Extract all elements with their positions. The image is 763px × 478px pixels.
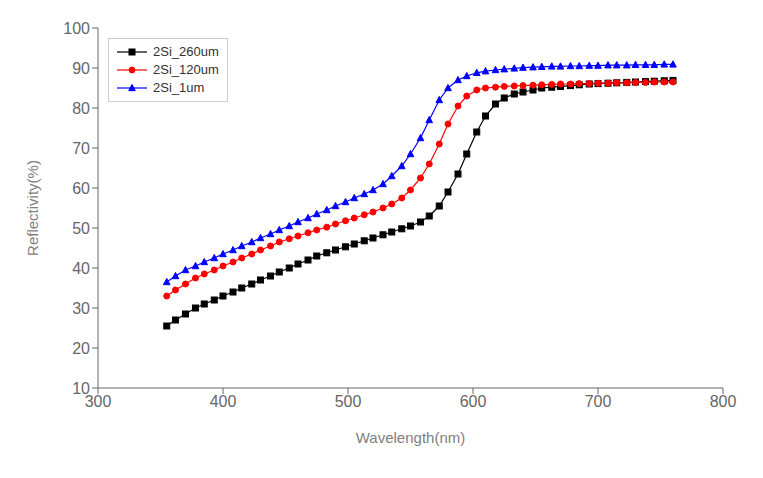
html-text:2Si_260um: 2Si_260um <box>153 44 219 59</box>
svg-text:80: 80 <box>72 100 90 117</box>
svg-text:30: 30 <box>72 300 90 317</box>
svg-text:100: 100 <box>63 20 90 37</box>
svg-text:40: 40 <box>72 260 90 277</box>
svg-text:300: 300 <box>84 393 112 411</box>
svg-text:90: 90 <box>72 60 90 77</box>
html-text:2Si_120um: 2Si_120um <box>153 62 219 77</box>
svg-text:500: 500 <box>335 393 362 410</box>
svg-text:800: 800 <box>710 393 737 410</box>
svg-text:60: 60 <box>72 180 90 197</box>
svg-text:600: 600 <box>460 393 487 410</box>
svg-text:Reflectivity(%): Reflectivity(%) <box>24 160 41 256</box>
svg-text:70: 70 <box>72 140 90 157</box>
svg-text:50: 50 <box>72 220 90 237</box>
svg-text:20: 20 <box>72 340 90 357</box>
svg-text:10: 10 <box>72 380 90 397</box>
svg-text:Wavelength(nm): Wavelength(nm) <box>356 429 465 446</box>
html-text:2Si_1um: 2Si_1um <box>153 80 205 95</box>
svg-text:700: 700 <box>585 393 612 410</box>
svg-text:400: 400 <box>210 393 237 410</box>
